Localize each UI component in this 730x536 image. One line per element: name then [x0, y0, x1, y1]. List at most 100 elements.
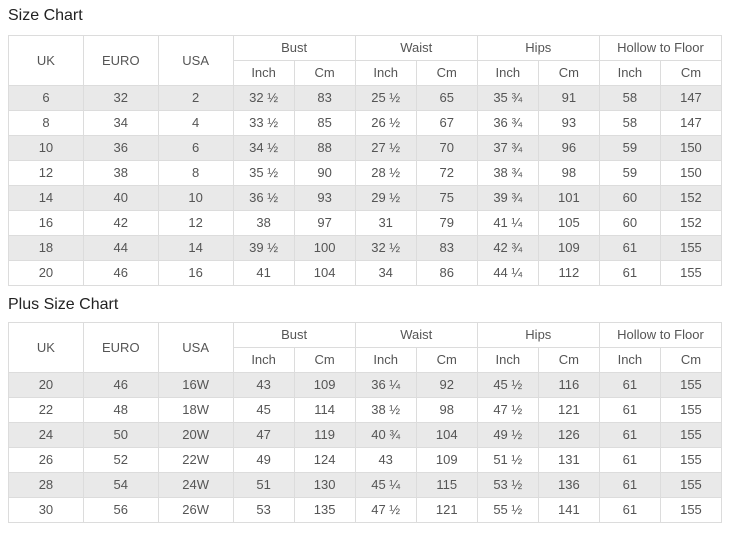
table-cell: 98	[537, 160, 600, 186]
table-cell: 109	[293, 372, 356, 398]
table-cell: 85	[293, 110, 356, 136]
table-cell: 45 ¼	[354, 472, 417, 498]
col-subheader-waist-inch: Inch	[354, 347, 417, 373]
table-row: 10 36 6 34 ½ 88 27 ½ 70 37 ¾ 96 59 150	[8, 135, 723, 161]
table-row: 28 54 24W 51 130 45 ¼ 115 53 ½ 136 61 155	[8, 472, 723, 498]
table-cell: 25 ½	[354, 85, 417, 111]
plus-size-chart-body: 20 46 16W 43 109 36 ¼ 92 45 ½ 116 61 155 22 48 18W 45 1…	[8, 372, 723, 523]
table-cell: 47	[232, 422, 295, 448]
col-header-euro: EURO	[82, 35, 159, 86]
table-cell: 135	[293, 497, 356, 523]
table-cell: 44 ¼	[476, 260, 539, 286]
col-subheader-hollow-inch: Inch	[598, 60, 661, 86]
col-subheader-bust-cm: Cm	[293, 347, 356, 373]
table-cell: 47 ½	[354, 497, 417, 523]
table-cell: 70	[415, 135, 478, 161]
table-cell: 31	[354, 210, 417, 236]
table-row: 16 42 12 38 97 31 79 41 ¼ 105 60 152	[8, 210, 723, 236]
table-row: 22 48 18W 45 114 38 ½ 98 47 ½ 121 61 155	[8, 397, 723, 423]
table-cell: 6	[157, 135, 234, 161]
table-cell: 155	[659, 260, 723, 286]
table-cell: 8	[157, 160, 234, 186]
table-cell: 136	[537, 472, 600, 498]
table-cell: 55 ½	[476, 497, 539, 523]
table-cell: 37 ¾	[476, 135, 539, 161]
table-cell: 124	[293, 447, 356, 473]
table-cell: 40 ¾	[354, 422, 417, 448]
header-group-row: UK EURO USA Bust Waist Hips Hollow to Fl…	[8, 35, 723, 86]
table-cell: 90	[293, 160, 356, 186]
size-chart-section: Size Chart UK EURO USA Bust Waist Hips H…	[8, 6, 723, 286]
header-group-row: UK EURO USA Bust Waist Hips Hollow to Fl…	[8, 322, 723, 373]
plus-size-chart-header: UK EURO USA Bust Waist Hips Hollow to Fl…	[8, 322, 723, 373]
col-subheader-waist-inch: Inch	[354, 60, 417, 86]
col-group-bust: Bust	[232, 35, 356, 61]
size-chart-body: 6 32 2 32 ½ 83 25 ½ 65 35 ¾ 91 58 147 8 34 4 33 ½ 85 26 …	[8, 85, 723, 286]
table-cell: 104	[415, 422, 478, 448]
table-cell: 22	[8, 397, 84, 423]
col-group-waist: Waist	[354, 322, 478, 348]
table-cell: 36 ¼	[354, 372, 417, 398]
table-cell: 34	[354, 260, 417, 286]
table-cell: 61	[598, 397, 661, 423]
header-sub-row: Inch Cm Inch Cm Inch Cm Inch Cm	[9, 347, 723, 373]
table-row: 12 38 8 35 ½ 90 28 ½ 72 38 ¾ 98 59 150	[8, 160, 723, 186]
table-cell: 28 ½	[354, 160, 417, 186]
table-cell: 35 ¾	[476, 85, 539, 111]
table-cell: 24	[8, 422, 84, 448]
col-subheader-hips-cm: Cm	[537, 60, 600, 86]
table-cell: 42	[82, 210, 159, 236]
table-cell: 61	[598, 472, 661, 498]
table-cell: 16	[8, 210, 84, 236]
col-header-usa: USA	[157, 322, 234, 373]
table-cell: 36 ¾	[476, 110, 539, 136]
table-cell: 16W	[157, 372, 234, 398]
table-cell: 32	[82, 85, 159, 111]
table-cell: 2	[157, 85, 234, 111]
table-cell: 18W	[157, 397, 234, 423]
col-subheader-hollow-cm: Cm	[659, 347, 723, 373]
table-cell: 155	[659, 372, 723, 398]
col-group-bust: Bust	[232, 322, 356, 348]
plus-size-chart-section: Plus Size Chart UK EURO USA Bust Waist H…	[8, 295, 723, 523]
table-cell: 39 ½	[232, 235, 295, 261]
plus-size-chart-title: Plus Size Chart	[8, 296, 119, 313]
table-cell: 150	[659, 135, 723, 161]
col-subheader-hips-inch: Inch	[476, 347, 539, 373]
table-cell: 50	[82, 422, 159, 448]
table-cell: 34 ½	[232, 135, 295, 161]
table-cell: 45	[232, 397, 295, 423]
table-cell: 32 ½	[232, 85, 295, 111]
table-cell: 93	[537, 110, 600, 136]
table-cell: 58	[598, 110, 661, 136]
table-cell: 36	[82, 135, 159, 161]
table-cell: 109	[415, 447, 478, 473]
table-cell: 155	[659, 472, 723, 498]
table-cell: 34	[82, 110, 159, 136]
table-cell: 36 ½	[232, 185, 295, 211]
table-cell: 53	[232, 497, 295, 523]
table-cell: 101	[537, 185, 600, 211]
table-cell: 83	[293, 85, 356, 111]
table-cell: 130	[293, 472, 356, 498]
table-cell: 26 ½	[354, 110, 417, 136]
table-cell: 49	[232, 447, 295, 473]
col-header-euro: EURO	[82, 322, 159, 373]
table-cell: 112	[537, 260, 600, 286]
table-cell: 155	[659, 397, 723, 423]
table-cell: 98	[415, 397, 478, 423]
table-cell: 51 ½	[476, 447, 539, 473]
table-cell: 26	[8, 447, 84, 473]
col-subheader-hollow-cm: Cm	[659, 60, 723, 86]
table-cell: 39 ¾	[476, 185, 539, 211]
col-header-usa: USA	[157, 35, 234, 86]
table-cell: 59	[598, 135, 661, 161]
table-cell: 141	[537, 497, 600, 523]
table-cell: 47 ½	[476, 397, 539, 423]
table-row: 20 46 16 41 104 34 86 44 ¼ 112 61 155	[8, 260, 723, 286]
table-cell: 54	[82, 472, 159, 498]
table-cell: 61	[598, 260, 661, 286]
table-cell: 88	[293, 135, 356, 161]
table-cell: 45 ½	[476, 372, 539, 398]
table-cell: 32 ½	[354, 235, 417, 261]
